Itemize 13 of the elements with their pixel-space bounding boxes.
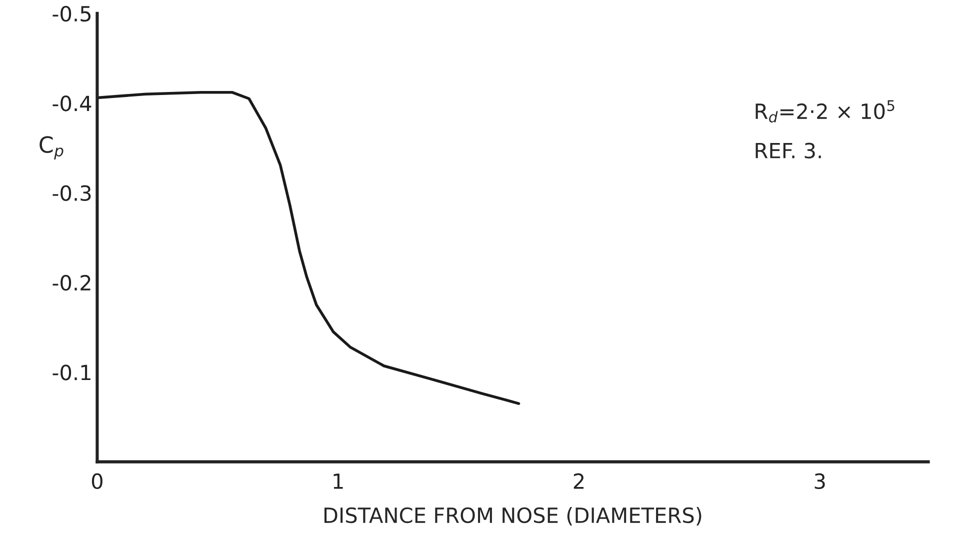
x-tick-label: 0: [92, 473, 102, 490]
y-axis-title: C$_{p}$: [40, 136, 64, 160]
annotation: R$_{d}$=2·2 × 10$^{5}$: [756, 100, 894, 122]
annotation: REF. 3.: [756, 142, 821, 158]
y-tick-label: -0.2: [52, 274, 90, 291]
x-tick-label: 3: [814, 473, 825, 490]
x-axis-title: DISTANCE FROM NOSE (DIAMETERS): [324, 507, 702, 526]
y-tick-label: -0.4: [52, 96, 92, 112]
x-tick-label: 1: [334, 474, 343, 489]
y-tick-label: -0.3: [52, 185, 91, 201]
y-tick-label: -0.5: [52, 6, 91, 22]
x-tick-label: 2: [574, 473, 584, 489]
y-tick-label: -0.1: [52, 364, 90, 380]
